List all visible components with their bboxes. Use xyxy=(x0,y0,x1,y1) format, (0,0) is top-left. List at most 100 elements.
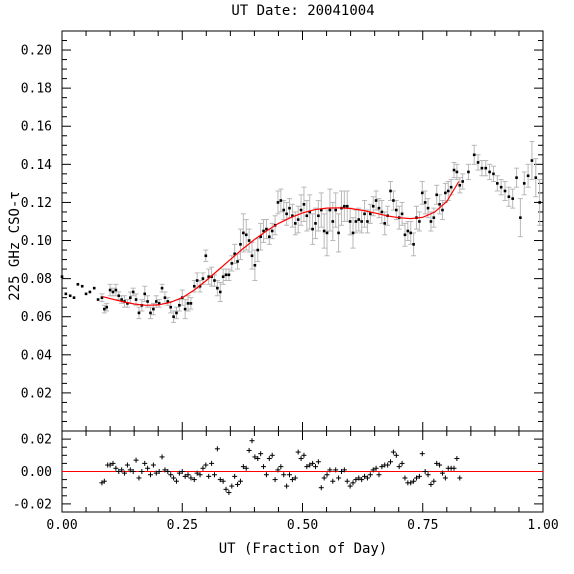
data-point xyxy=(484,166,488,170)
data-point xyxy=(503,189,507,193)
residual-point xyxy=(304,464,310,470)
data-point xyxy=(461,180,464,183)
residual-point xyxy=(185,472,191,478)
data-point xyxy=(163,296,167,299)
data-point xyxy=(534,176,538,179)
residual-point xyxy=(428,481,434,487)
residual-point xyxy=(113,465,119,471)
data-point xyxy=(253,263,257,267)
data-point xyxy=(88,290,92,294)
data-point xyxy=(488,170,491,174)
data-point xyxy=(308,210,312,214)
data-point xyxy=(293,222,297,225)
x-tick-label: 0.75 xyxy=(407,518,438,533)
data-point xyxy=(166,300,170,303)
x-tick-label: 1.00 xyxy=(527,518,558,533)
data-point xyxy=(345,204,349,208)
data-point xyxy=(256,248,260,252)
data-point xyxy=(270,229,274,233)
residual-point xyxy=(261,464,267,470)
data-point xyxy=(492,172,495,176)
residual-point xyxy=(425,472,431,478)
data-point xyxy=(285,212,288,216)
residual-point xyxy=(341,467,347,473)
data-point xyxy=(476,161,480,164)
data-point xyxy=(302,203,306,206)
data-point xyxy=(449,185,453,189)
residual-point xyxy=(243,465,249,471)
residual-point xyxy=(211,472,217,478)
residual-point xyxy=(295,449,301,455)
residual-point xyxy=(275,467,281,473)
data-point xyxy=(92,286,96,290)
data-point xyxy=(160,286,164,290)
residual-point xyxy=(333,467,339,473)
data-point xyxy=(354,220,358,223)
data-point xyxy=(538,201,541,204)
residual-point xyxy=(200,465,206,471)
data-point xyxy=(175,311,178,315)
data-point xyxy=(423,201,427,204)
data-point xyxy=(429,220,433,223)
data-point xyxy=(233,252,236,256)
data-point xyxy=(403,233,407,237)
residual-point xyxy=(364,475,370,481)
data-point xyxy=(236,260,239,263)
residual-point xyxy=(287,472,293,478)
data-point xyxy=(317,214,320,218)
data-point xyxy=(325,231,329,235)
data-point xyxy=(377,206,381,210)
residual-point xyxy=(347,483,353,489)
residual-point xyxy=(272,477,278,483)
residual-point xyxy=(130,469,136,474)
residual-point xyxy=(396,464,402,470)
data-point xyxy=(117,294,121,298)
data-point xyxy=(305,214,309,218)
residual-point xyxy=(388,459,394,465)
data-point xyxy=(406,229,410,233)
data-point xyxy=(499,185,503,189)
data-point xyxy=(108,288,112,292)
residual-point xyxy=(173,478,179,484)
residual-point xyxy=(451,465,457,471)
data-point xyxy=(334,208,337,212)
y-tick-label: 0.02 xyxy=(21,433,52,448)
data-point xyxy=(143,292,147,296)
data-point xyxy=(239,243,242,246)
residual-point xyxy=(217,477,223,483)
data-point xyxy=(120,298,123,301)
residual-point xyxy=(235,481,241,487)
data-point xyxy=(198,284,202,288)
data-point xyxy=(383,222,387,225)
residual-point xyxy=(182,473,188,479)
residual-point xyxy=(226,490,232,496)
residual-point xyxy=(338,469,344,474)
data-point xyxy=(351,231,355,235)
residual-point xyxy=(298,456,304,462)
residual-point xyxy=(203,462,209,468)
residual-point xyxy=(255,456,261,462)
residual-point xyxy=(362,473,368,479)
residual-point xyxy=(159,454,165,460)
residual-point xyxy=(278,464,284,470)
residual-point xyxy=(434,460,440,466)
data-point xyxy=(418,220,421,223)
residual-point xyxy=(411,478,417,484)
data-point xyxy=(76,283,80,286)
residual-point xyxy=(336,475,342,481)
residual-point xyxy=(310,460,316,466)
data-point xyxy=(111,290,115,294)
residual-point xyxy=(344,478,350,484)
y-tick-label: 0.02 xyxy=(21,386,52,401)
data-point xyxy=(394,208,398,212)
residual-point xyxy=(269,452,275,458)
data-point xyxy=(103,307,106,311)
residual-point xyxy=(330,478,336,484)
residual-point xyxy=(156,469,162,474)
data-point xyxy=(496,182,499,185)
y-tick-label: 0.12 xyxy=(21,196,52,211)
residual-point xyxy=(153,470,159,476)
data-point xyxy=(530,159,534,162)
residual-point xyxy=(350,480,356,486)
residual-point xyxy=(237,478,243,484)
